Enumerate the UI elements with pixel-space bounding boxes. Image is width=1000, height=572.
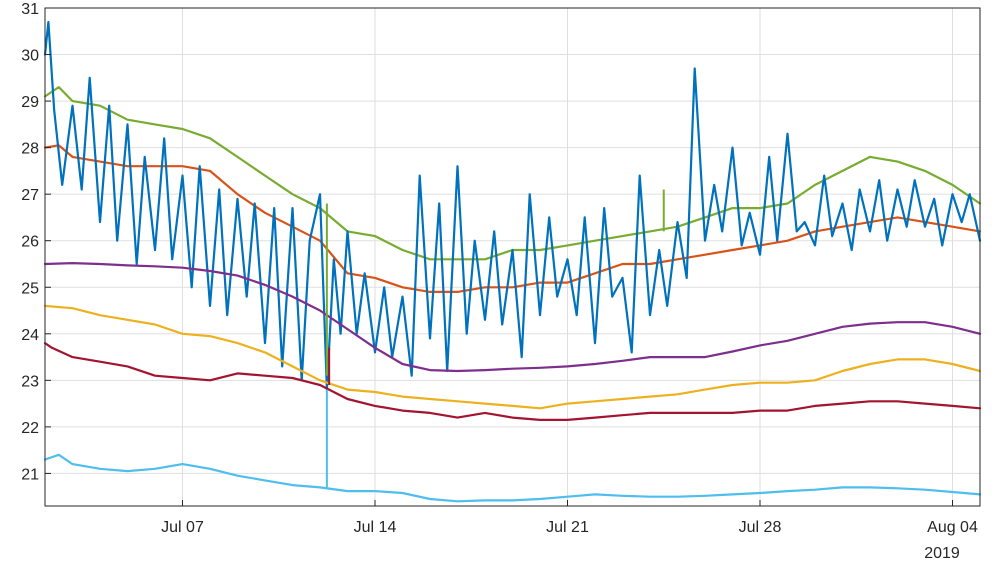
y-tick-label: 21 [21,466,39,483]
y-tick-label: 27 [21,187,39,204]
series-line-4 [43,262,982,373]
y-tick-label: 31 [21,1,39,18]
series-lines [43,20,982,503]
series-line-6 [43,342,982,421]
y-tick-label: 29 [21,94,39,111]
x-tick-label: Jul 21 [546,519,589,536]
x-axis-year-label: 2019 [924,545,960,562]
series-line-7 [43,453,982,503]
y-tick-label: 23 [21,373,39,390]
x-axis-ticks: Jul 07 Jul 14 Jul 21 Jul 28 Aug 04 [161,500,978,536]
series-line-1 [43,85,982,261]
y-tick-label: 22 [21,420,39,437]
y-tick-label: 30 [21,48,39,65]
x-tick-label: Jul 14 [354,519,397,536]
y-tick-label: 24 [21,327,39,344]
y-tick-label: 28 [21,141,39,158]
y-tick-label: 25 [21,280,39,297]
x-tick-label: Jul 07 [161,519,204,536]
plot-area-border [44,7,981,507]
x-tick-label: Aug 04 [927,519,978,536]
y-tick-label: 26 [21,234,39,251]
series-line-3 [43,20,982,391]
series-line-5 [43,304,982,410]
x-tick-label: Jul 28 [739,519,782,536]
y-axis-ticks: 21 22 23 24 25 26 27 28 29 30 31 [21,1,51,483]
